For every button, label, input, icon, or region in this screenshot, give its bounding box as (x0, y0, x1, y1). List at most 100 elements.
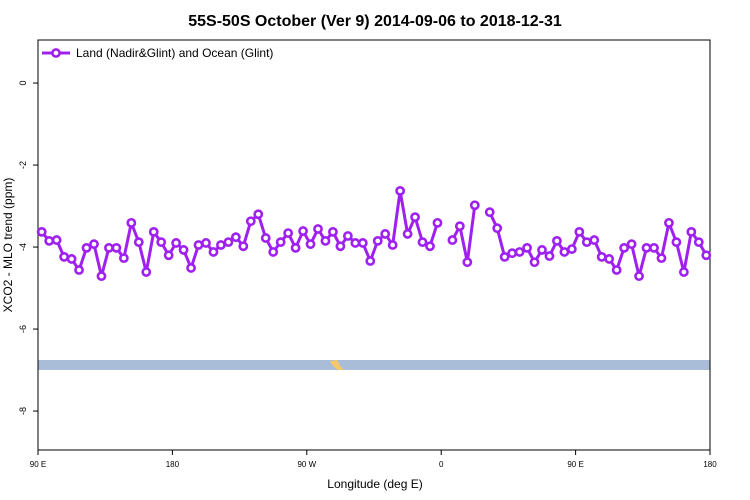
data-point (268, 247, 279, 257)
data-point (626, 239, 637, 250)
data-point (260, 233, 271, 243)
data-point (118, 253, 129, 264)
data-point (74, 265, 84, 275)
data-point (328, 226, 338, 237)
data-point (454, 221, 465, 232)
x-tick-label: 90 W (297, 460, 316, 469)
y-axis-label: XCO2 - MLO trend (ppm) (1, 178, 15, 313)
legend-marker (51, 48, 61, 58)
data-point (163, 250, 174, 261)
data-point (193, 240, 204, 250)
data-point (111, 242, 122, 253)
data-point (104, 242, 114, 253)
data-point (604, 254, 615, 264)
data-point (283, 228, 294, 239)
data-point (290, 242, 301, 253)
data-point (44, 235, 55, 246)
data-point (208, 247, 219, 257)
data-point (581, 237, 592, 248)
data-point (544, 251, 555, 261)
data-point (417, 237, 428, 248)
data-point (596, 251, 607, 262)
data-point (492, 223, 503, 234)
data-point (537, 245, 547, 255)
land-patch (330, 360, 344, 370)
data-point (66, 254, 77, 264)
data-point (253, 209, 264, 220)
y-tick-label: 0 (18, 81, 28, 86)
data-point (305, 239, 316, 250)
data-point (656, 253, 667, 264)
y-tick-label: -6 (18, 325, 28, 333)
data-point (298, 226, 308, 236)
chart-title: 55S-50S October (Ver 9) 2014-09-06 to 20… (188, 13, 562, 30)
data-point (357, 238, 368, 248)
data-point (126, 217, 137, 228)
data-point (522, 242, 532, 253)
land-strip (38, 360, 710, 370)
data-point (245, 216, 256, 227)
data-point (178, 245, 189, 255)
data-point (350, 238, 361, 248)
data-point (410, 212, 420, 223)
data-point (96, 271, 107, 282)
data-point (611, 265, 622, 275)
data-point (447, 235, 458, 245)
y-tick-label: -4 (18, 243, 28, 251)
data-point (387, 240, 398, 250)
data-point (89, 239, 99, 250)
data-point (133, 237, 144, 248)
data-point (641, 242, 652, 253)
data-point (693, 237, 704, 248)
data-point (148, 226, 159, 237)
data-point (275, 237, 286, 248)
data-point (171, 238, 182, 248)
data-point (51, 235, 62, 245)
data-point (701, 250, 712, 261)
data-point (186, 263, 196, 273)
x-tick-label: 90 E (30, 460, 46, 469)
y-tick-label: -8 (18, 407, 28, 415)
data-point (230, 232, 241, 243)
legend-label: Land (Nadir&Glint) and Ocean (Glint) (76, 46, 273, 60)
data-point (484, 207, 495, 218)
data-point (671, 237, 682, 248)
data-point (619, 242, 630, 253)
data-point (514, 247, 525, 257)
x-tick-label: 90 E (567, 460, 583, 469)
data-point (432, 217, 443, 228)
data-point (686, 226, 697, 237)
data-point (559, 247, 570, 257)
data-point (566, 244, 577, 254)
data-point (462, 257, 473, 268)
data-point (342, 231, 353, 241)
y-tick-label: -2 (18, 161, 28, 169)
data-point (552, 235, 562, 246)
data-point (529, 257, 540, 268)
data-point (589, 235, 600, 245)
data-point (81, 242, 92, 253)
data-point (634, 271, 644, 282)
data-point (59, 251, 70, 262)
data-point (402, 229, 413, 239)
data-point (36, 226, 47, 237)
data-point (156, 237, 167, 248)
data-point (380, 229, 391, 239)
data-point (238, 241, 249, 252)
data-point (395, 185, 406, 196)
data-point (678, 267, 689, 277)
data-point (372, 235, 383, 246)
data-point (223, 237, 234, 248)
data-point (499, 251, 510, 262)
data-point (313, 224, 323, 234)
data-point (469, 200, 480, 211)
data-point (365, 256, 376, 266)
data-point (664, 217, 674, 228)
data-point (425, 241, 435, 252)
x-axis-label: Longitude (deg E) (327, 477, 422, 491)
data-point (201, 238, 211, 248)
data-point (141, 267, 152, 277)
data-point (216, 240, 226, 250)
x-tick-label: 0 (439, 460, 444, 469)
